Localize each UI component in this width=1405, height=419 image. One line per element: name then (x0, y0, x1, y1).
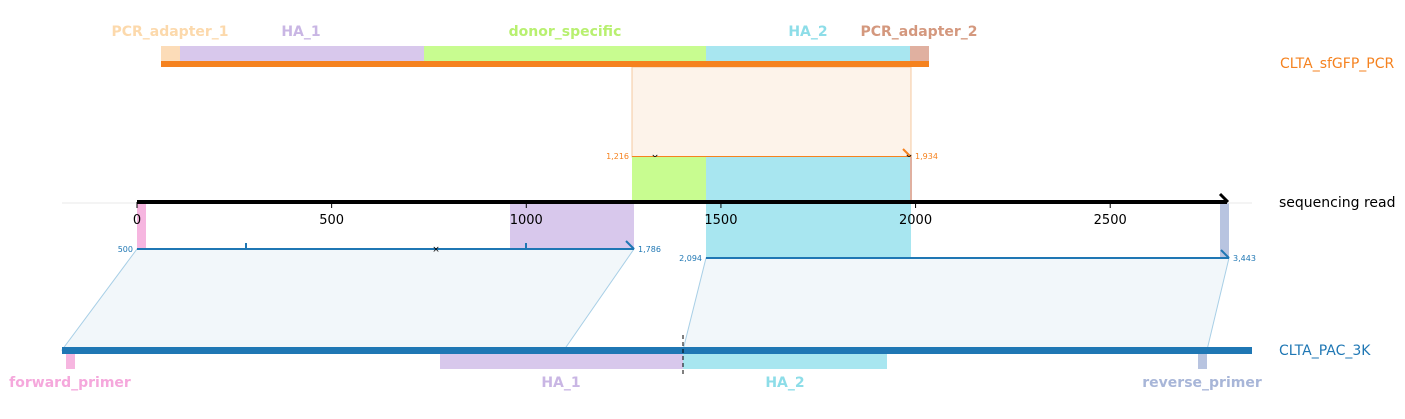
read-axis-arrow (1218, 192, 1230, 204)
bottom-sequence-bar (62, 347, 1252, 354)
top-alignment-arrow (902, 148, 912, 158)
bottom-alignment-2-shade (682, 257, 1230, 351)
bottom-feature-forward-primer (66, 354, 75, 369)
read-projection-ha1 (510, 203, 634, 249)
bottom-alignment-2-arrow (1220, 249, 1230, 259)
read-projection-ha2-lower (706, 203, 911, 258)
read-tick-label-3: 1500 (704, 213, 737, 228)
bottom-alignment-1-arrow (625, 240, 635, 250)
bottom-feature-reverse-primer (1198, 354, 1207, 369)
read-tick-label-1: 500 (319, 213, 344, 228)
bottom-label-ha1: HA_1 (541, 375, 580, 391)
bottom-sequence-name: CLTA_PAC_3K (1279, 343, 1371, 359)
top-label-ha1: HA_1 (281, 24, 320, 40)
read-tick-label-5: 2500 (1094, 213, 1127, 228)
read-projection-adapter2 (910, 157, 912, 202)
top-feature-pcr-adapter-1 (161, 46, 180, 62)
read-name: sequencing read (1279, 195, 1395, 211)
bottom-alignment-1-shade (61, 248, 635, 351)
bottom-alignment-1-end: 1,786 (638, 245, 661, 254)
top-label-pcr-adapter-2: PCR_adapter_2 (860, 24, 977, 40)
read-projection-donor-specific (632, 157, 706, 202)
top-feature-ha1 (180, 46, 424, 62)
top-alignment-end: 1,934 (915, 152, 938, 161)
read-tick-label-2: 1000 (510, 213, 543, 228)
read-tick-label-0: 0 (133, 213, 141, 228)
top-feature-donor-specific (424, 46, 706, 62)
top-label-donor-specific: donor_specific (509, 24, 622, 40)
top-feature-ha2 (706, 46, 910, 62)
bottom-feature-ha1 (440, 354, 683, 369)
bottom-alignment-2-start: 2,094 (679, 254, 702, 263)
top-feature-pcr-adapter-2 (910, 46, 929, 62)
top-sequence-group: PCR_adapter_1 HA_1 donor_specific HA_2 P… (111, 24, 1394, 163)
top-sequence-bar (161, 61, 929, 67)
read-projection-forward-primer (137, 203, 146, 249)
read-tick-label-4: 2000 (899, 213, 932, 228)
top-label-pcr-adapter-1: PCR_adapter_1 (111, 24, 228, 40)
bottom-sequence-group: × 500 1,786 2,094 3,443 forward_primer H… (9, 240, 1371, 391)
top-alignment-shade (631, 66, 912, 158)
bottom-alignment-2-end: 3,443 (1233, 254, 1256, 263)
top-label-ha2: HA_2 (788, 24, 827, 40)
bottom-alignment-1-start: 500 (118, 245, 133, 254)
bottom-feature-ha2 (683, 354, 887, 369)
top-sequence-name: CLTA_sfGFP_PCR (1280, 56, 1394, 72)
read-projection-reverse-primer (1220, 203, 1229, 258)
bottom-label-reverse-primer: reverse_primer (1142, 375, 1262, 391)
bottom-alignment-1-mismatch: × (432, 245, 440, 255)
read-axis-group: 0 500 1000 1500 2000 2500 sequencing read (62, 192, 1395, 228)
top-alignment-start: 1,216 (606, 152, 629, 161)
bottom-label-forward-primer: forward_primer (9, 375, 131, 391)
read-tick-group: 0 500 1000 1500 2000 2500 (133, 202, 1127, 228)
read-projection-ha2-upper (706, 157, 910, 202)
bottom-label-ha2: HA_2 (765, 375, 804, 391)
